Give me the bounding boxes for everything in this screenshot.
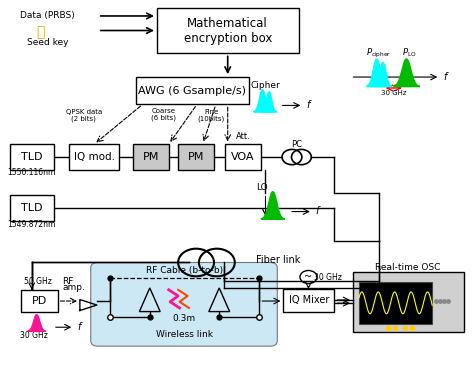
FancyBboxPatch shape: [225, 144, 261, 170]
Text: Real-time OSC: Real-time OSC: [375, 264, 441, 273]
FancyBboxPatch shape: [9, 195, 55, 221]
Text: 50 GHz: 50 GHz: [24, 277, 52, 285]
FancyBboxPatch shape: [157, 8, 299, 53]
FancyBboxPatch shape: [21, 290, 58, 312]
Text: $P_{\mathrm{cipher}}$: $P_{\mathrm{cipher}}$: [366, 47, 392, 60]
Text: $f$: $f$: [315, 204, 322, 216]
Text: VOA: VOA: [231, 152, 255, 162]
Text: Data (PRBS): Data (PRBS): [20, 11, 74, 20]
Text: amp.: amp.: [63, 283, 85, 292]
FancyBboxPatch shape: [70, 144, 119, 170]
FancyBboxPatch shape: [133, 144, 169, 170]
Text: IQ Mixer: IQ Mixer: [289, 295, 329, 305]
Text: Wireless link: Wireless link: [156, 330, 213, 339]
FancyBboxPatch shape: [9, 144, 55, 170]
Text: RF: RF: [63, 277, 74, 285]
Text: 1550.116nm: 1550.116nm: [8, 168, 56, 177]
FancyBboxPatch shape: [136, 77, 249, 104]
FancyBboxPatch shape: [178, 144, 214, 170]
Text: LO: LO: [256, 183, 268, 192]
Text: AWG (6 Gsample/s): AWG (6 Gsample/s): [138, 86, 246, 96]
Text: IQ mod.: IQ mod.: [74, 152, 115, 162]
FancyBboxPatch shape: [91, 262, 277, 346]
Text: PC: PC: [291, 140, 302, 149]
Text: Att.: Att.: [236, 132, 250, 141]
Text: ~: ~: [304, 272, 312, 282]
Text: $f$: $f$: [77, 320, 83, 332]
Text: 30 GHz: 30 GHz: [381, 90, 406, 96]
Text: Mathematical
encryption box: Mathematical encryption box: [183, 17, 272, 45]
Text: PM: PM: [188, 152, 204, 162]
Text: Fiber link: Fiber link: [256, 255, 301, 265]
Text: PM: PM: [143, 152, 159, 162]
Text: TLD: TLD: [21, 203, 43, 213]
Text: 🔑: 🔑: [36, 26, 45, 40]
Text: Cipher: Cipher: [251, 81, 280, 90]
Text: RF Cable (b-to-b): RF Cable (b-to-b): [146, 266, 223, 276]
FancyBboxPatch shape: [359, 282, 432, 324]
Text: TLD: TLD: [21, 152, 43, 162]
FancyBboxPatch shape: [353, 272, 464, 331]
Text: 0.3m: 0.3m: [173, 314, 196, 323]
Text: PD: PD: [32, 296, 47, 306]
Text: $P_{\mathrm{LO}}$: $P_{\mathrm{LO}}$: [402, 46, 417, 59]
Text: QPSK data
(2 bits): QPSK data (2 bits): [65, 109, 102, 122]
FancyBboxPatch shape: [283, 289, 335, 312]
Text: 30 GHz: 30 GHz: [314, 273, 342, 282]
Text: Seed key: Seed key: [27, 38, 68, 47]
Text: $f$: $f$: [443, 70, 449, 82]
Text: Fine
(10bits): Fine (10bits): [198, 109, 225, 122]
Text: 1549.872nm: 1549.872nm: [8, 220, 56, 229]
Text: $f$: $f$: [306, 97, 312, 110]
Text: 30 GHz: 30 GHz: [20, 331, 48, 340]
Text: Coarse
(6 bits): Coarse (6 bits): [152, 108, 176, 122]
